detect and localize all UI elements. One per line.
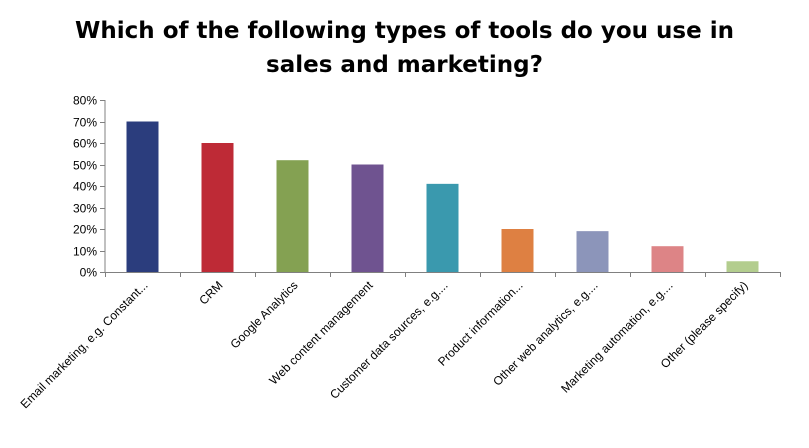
x-category-label: Google Analytics <box>228 278 301 351</box>
y-axis: 0% 10% 20% 30% 40% 50% 60% 70% 80% <box>73 94 106 280</box>
chart-title-line-1: Which of the following types of tools do… <box>75 18 734 44</box>
y-tick-label: 20% <box>73 223 97 237</box>
y-tick-label: 60% <box>73 137 97 151</box>
x-category-label: Product information... <box>435 278 526 369</box>
chart-title: Which of the following types of tools do… <box>0 14 809 82</box>
bars <box>126 121 759 272</box>
bar <box>351 164 384 272</box>
y-tick-label: 80% <box>73 94 97 108</box>
x-category-label: CRM <box>196 278 225 307</box>
y-tick-label: 0% <box>80 266 98 280</box>
bar <box>726 261 759 272</box>
x-category-label: Customer data sources, e.g.... <box>327 278 451 402</box>
bar <box>501 229 534 272</box>
y-tick-label: 30% <box>73 202 97 216</box>
y-tick-label: 40% <box>73 180 97 194</box>
bar <box>426 183 459 272</box>
y-tick-label: 10% <box>73 245 97 259</box>
bar <box>126 121 159 272</box>
y-tick-label: 70% <box>73 116 97 130</box>
chart-title-line-2: sales and marketing? <box>266 52 543 78</box>
bar <box>276 160 309 272</box>
bar <box>651 246 684 272</box>
x-axis: Email marketing, e.g. Constant... CRM Goog… <box>18 272 781 411</box>
bar <box>576 231 609 272</box>
x-category-label: Other (please specify) <box>658 278 751 371</box>
x-category-label: Email marketing, e.g. Constant... <box>18 278 151 411</box>
bar <box>201 143 234 272</box>
y-tick-label: 50% <box>73 159 97 173</box>
